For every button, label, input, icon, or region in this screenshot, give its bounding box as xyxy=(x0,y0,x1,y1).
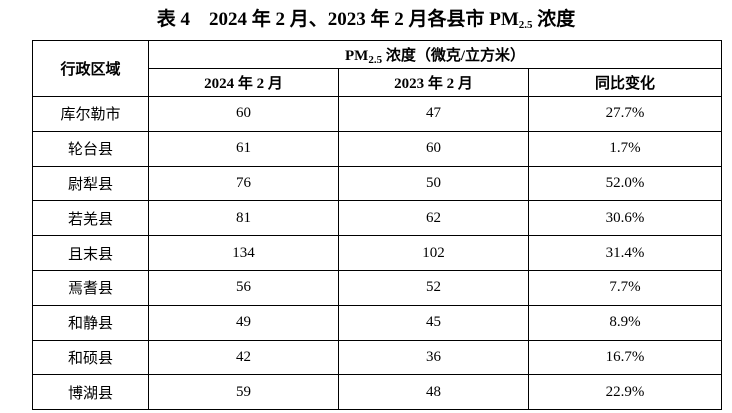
value-cell: 47 xyxy=(338,96,529,132)
value-cell: 50 xyxy=(338,165,529,202)
header-row: 2024 年 2 月 2023 年 2 月同比变化 xyxy=(33,68,722,97)
region-cell: 焉耆县 xyxy=(32,269,149,306)
value-cell: 8.9% xyxy=(528,304,722,341)
value-cell: 27.7% xyxy=(528,96,722,132)
value-cell: 102 xyxy=(338,235,529,271)
value-cell: 30.6% xyxy=(528,200,722,237)
table-head: 行政区域 PM2.5 浓度（微克/立方米） 2024 年 2 月 2023 年 2… xyxy=(32,40,722,97)
value-cell: 59 xyxy=(148,374,339,411)
title: 表 4 2024 年 2 月、2023 年 2 月各县市 PM2.5 浓度 xyxy=(0,0,732,38)
value-cell: 48 xyxy=(338,374,529,411)
value-cell: 31.4% xyxy=(528,235,722,271)
header-text: PM xyxy=(345,48,369,64)
region-cell: 轮台县 xyxy=(32,130,149,167)
value-cell: 60 xyxy=(338,130,529,167)
value-cell: 52 xyxy=(338,269,529,306)
value-cell: 134 xyxy=(148,235,339,271)
value-cell: 52.0% xyxy=(528,165,722,202)
column-header: 同比变化 xyxy=(528,68,722,97)
value-cell: 76 xyxy=(148,165,339,202)
value-cell: 56 xyxy=(148,269,339,306)
header-text: 浓度（微克/立方米） xyxy=(382,48,525,64)
region-cell: 和硕县 xyxy=(32,339,149,376)
region-cell: 若羌县 xyxy=(32,200,149,237)
table-row: 尉犁县 76 50 52.0% xyxy=(32,165,722,202)
table-row: 且末县 134 102 31.4% xyxy=(32,235,722,271)
title-subscript: 2.5 xyxy=(518,19,533,31)
region-cell: 尉犁县 xyxy=(32,165,149,202)
table: 行政区域 PM2.5 浓度（微克/立方米） 2024 年 2 月 2023 年 2… xyxy=(32,40,722,411)
table-body: 库尔勒市 60 47 27.7% 轮台县 61 60 1.7% 尉犁县 76 50 52.0% 若羌县 8… xyxy=(32,96,722,411)
table-row: 焉耆县 56 52 7.7% xyxy=(32,269,722,306)
region-cell: 库尔勒市 xyxy=(32,96,149,132)
header-subscript: 2.5 xyxy=(368,54,383,66)
value-cell: 45 xyxy=(338,304,529,341)
table-row: 和硕县 42 36 16.7% xyxy=(32,339,722,376)
header-cell: PM2.5 浓度（微克/立方米） xyxy=(148,40,722,69)
value-cell: 22.9% xyxy=(528,374,722,411)
value-cell: 62 xyxy=(338,200,529,237)
table-row: 若羌县 81 62 30.6% xyxy=(32,200,722,237)
value-cell: 42 xyxy=(148,339,339,376)
title-text: 浓度 xyxy=(532,9,576,30)
value-cell: 36 xyxy=(338,339,529,376)
table-row: 轮台县 61 60 1.7% xyxy=(32,130,722,167)
title-text: 表 4 2024 年 2 月、2023 年 2 月各县市 PM xyxy=(156,9,519,30)
column-header: 2023 年 2 月 xyxy=(338,68,529,97)
header-row: 行政区域 PM2.5 浓度（微克/立方米） xyxy=(32,40,722,97)
region-cell: 和静县 xyxy=(32,304,149,341)
value-cell: 7.7% xyxy=(528,269,722,306)
region-cell: 且末县 xyxy=(32,235,149,271)
table-row: 库尔勒市 60 47 27.7% xyxy=(32,96,722,132)
value-cell: 60 xyxy=(148,96,339,132)
table-row: 和静县 49 45 8.9% xyxy=(32,304,722,341)
value-cell: 1.7% xyxy=(528,130,722,167)
value-cell: 81 xyxy=(148,200,339,237)
column-header: 2024 年 2 月 xyxy=(148,68,339,97)
value-cell: 61 xyxy=(148,130,339,167)
value-cell: 16.7% xyxy=(528,339,722,376)
header-cell: 行政区域 xyxy=(32,40,149,97)
table-row: 博湖县 59 48 22.9% xyxy=(32,374,722,411)
region-cell: 博湖县 xyxy=(32,374,149,411)
value-cell: 49 xyxy=(148,304,339,341)
